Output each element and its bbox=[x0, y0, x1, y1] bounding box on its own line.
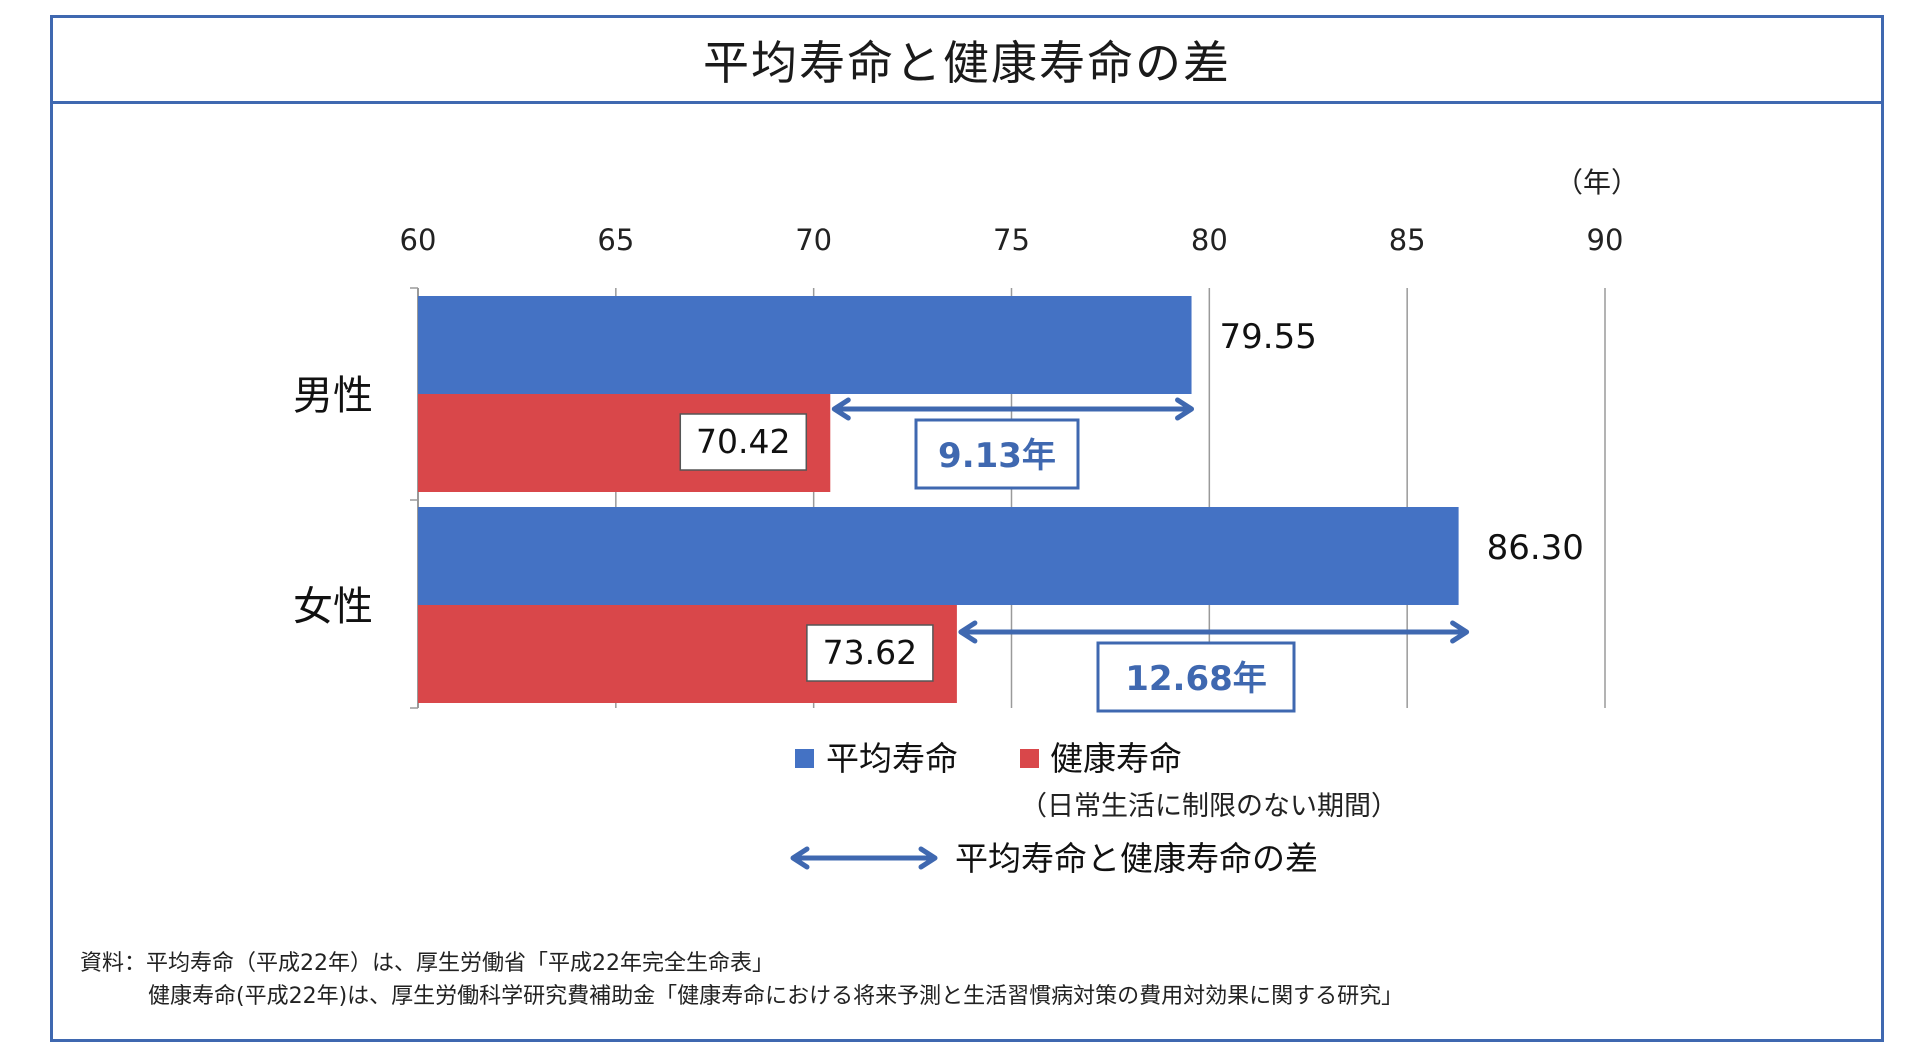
legend-healthy-note: （日常生活に制限のない期間） bbox=[1020, 791, 1398, 822]
x-tick-label-80: 80 bbox=[1191, 223, 1228, 257]
x-tick-label-60: 60 bbox=[400, 223, 437, 257]
bar-avg-1 bbox=[418, 507, 1459, 605]
difference-arrow-1 bbox=[958, 620, 1470, 644]
chart-title: 平均寿命と健康寿命の差 bbox=[703, 35, 1231, 90]
value-label-avg-0: 79.55 bbox=[1220, 317, 1317, 357]
legend-label-diff: 平均寿命と健康寿命の差 bbox=[955, 839, 1318, 878]
difference-box-1 bbox=[1096, 641, 1296, 713]
x-tick-label-90: 90 bbox=[1587, 223, 1624, 257]
value-box-healthy-1 bbox=[806, 624, 934, 682]
unit-label: （年） bbox=[1555, 166, 1639, 199]
x-tick-label-65: 65 bbox=[597, 223, 634, 257]
legend-label-avg: 平均寿命 bbox=[826, 739, 958, 778]
difference-box-0 bbox=[914, 418, 1080, 490]
legend-swatch-healthy bbox=[1020, 749, 1039, 768]
x-tick-label-70: 70 bbox=[795, 223, 832, 257]
bar-avg-0 bbox=[418, 296, 1192, 394]
legend-label-healthy: 健康寿命 bbox=[1050, 739, 1182, 778]
chart-frame: 平均寿命と健康寿命の差 bbox=[50, 15, 1884, 1042]
value-label-healthy-0: 70.42 bbox=[696, 422, 790, 461]
legend-arrow-icon bbox=[790, 846, 938, 870]
difference-arrow-0 bbox=[831, 397, 1195, 421]
x-tick-label-85: 85 bbox=[1389, 223, 1426, 257]
source-line-2: 健康寿命(平成22年)は、厚生労働科学研究費補助金「健康寿命における将来予測と生… bbox=[148, 984, 1404, 1009]
difference-label-1: 12.68年 bbox=[1125, 659, 1267, 699]
source-line-1: 資料：平均寿命（平成22年）は、厚生労働省「平成22年完全生命表」 bbox=[80, 951, 774, 976]
value-label-healthy-1: 73.62 bbox=[823, 633, 917, 672]
difference-label-0: 9.13年 bbox=[938, 436, 1056, 476]
title-bar: 平均寿命と健康寿命の差 bbox=[53, 18, 1881, 104]
category-label-0: 男性 bbox=[293, 373, 373, 419]
value-box-healthy-0 bbox=[679, 413, 808, 471]
category-label-1: 女性 bbox=[293, 584, 373, 630]
legend-swatch-avg bbox=[795, 749, 814, 768]
x-tick-label-75: 75 bbox=[993, 223, 1030, 257]
value-label-avg-1: 86.30 bbox=[1487, 528, 1584, 568]
